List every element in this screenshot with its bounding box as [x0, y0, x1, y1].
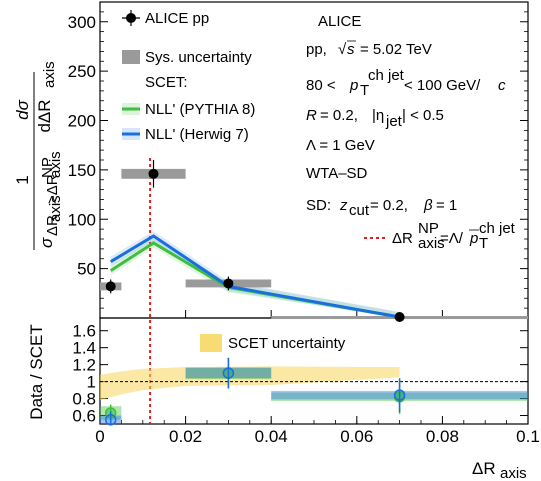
- anno-energy-s: s: [347, 41, 355, 58]
- top-y-tick-label: 300: [68, 13, 96, 32]
- anno-radius: R = 0.2, |η jet | < 0.5: [306, 107, 444, 130]
- np-label-eq: =Λ/: [440, 230, 464, 247]
- anno-radius-R: R: [306, 107, 317, 124]
- ratio-x-tick-label: 0.02: [169, 427, 202, 446]
- ratio-x-tick-label: 0.08: [426, 427, 459, 446]
- y-title-prefix-den-sub2: axis: [47, 195, 64, 222]
- top-y-tick-label: 50: [77, 260, 96, 279]
- y-title-denominator: dΔR: [35, 99, 54, 132]
- ratio-y-tick-label: 1.2: [72, 356, 96, 375]
- y-title-prefix-den-sub3: >ΔR: [44, 174, 61, 204]
- top-y-axis-prefix: 1 σ ΔR axis >ΔR NP axis: [13, 110, 64, 250]
- anno-pt: 80 < p T ch jet < 100 GeV/ c: [306, 67, 506, 99]
- ratio-y-tick-label: 1: [87, 373, 96, 392]
- top-y-tick-label: 200: [68, 112, 96, 131]
- x-axis-title: ΔR axis: [472, 459, 527, 481]
- ratio-legend-label: SCET uncertainty: [228, 335, 346, 352]
- top-y-tick-label: 250: [68, 62, 96, 81]
- legend-pythia-label: NLL' (PYTHIA 8): [145, 101, 255, 118]
- legend: ALICE pp Sys. uncertainty SCET: NLL' (PY…: [122, 10, 255, 143]
- pythia-band: [110, 238, 400, 318]
- y-title-denominator-sub: axis: [41, 61, 58, 88]
- np-label-p: p: [469, 230, 478, 247]
- ratio-herwig-point: [104, 414, 117, 426]
- np-label-sup: NP: [418, 220, 439, 237]
- ratio-y-tick-label: 1.4: [72, 339, 96, 358]
- ratio-y-tick-label: 0.6: [72, 407, 96, 426]
- ratio-x-tick-label: 0: [95, 427, 104, 446]
- anno-sd: SD: z cut = 0.2, β = 1: [306, 197, 457, 219]
- legend-sys-box: [122, 50, 140, 64]
- legend-sys-label: Sys. uncertainty: [145, 49, 252, 66]
- anno-eta-sub: jet: [385, 113, 403, 130]
- top-y-axis-title: dσ dΔR axis: [13, 61, 58, 148]
- ratio-legend-band: [200, 334, 222, 352]
- np-label-p-sub: T: [479, 235, 488, 252]
- anno-pt-left: 80 <: [306, 77, 336, 94]
- anno-lambda: Λ = 1 GeV: [306, 137, 375, 154]
- anno-sd-beta: β: [423, 197, 433, 214]
- y-title-prefix-den-sub: ΔR: [44, 215, 61, 236]
- y-title-prefix: 1: [13, 175, 32, 184]
- y-title-prefix-den: σ: [37, 237, 56, 248]
- anno-sd-prefix: SD:: [306, 197, 331, 214]
- top-y-tick-label: 150: [68, 161, 96, 180]
- y-title-numerator: dσ: [13, 99, 32, 119]
- anno-eta-left: |η: [372, 107, 384, 124]
- legend-alice-label: ALICE pp: [145, 10, 209, 27]
- y-title-prefix-den-sub5: axis: [47, 151, 64, 178]
- ratio-herwig-point: [393, 389, 406, 401]
- top-panel: 50 100 150 200 250 300: [68, 11, 529, 424]
- x-axis-title-main: ΔR: [472, 459, 496, 478]
- ratio-panel: 0.60.811.21.41.6 0 0.02 0.04 0.06 0.08 0.1: [72, 322, 539, 446]
- anno-experiment: ALICE: [318, 13, 361, 30]
- anno-pt-sub: T: [360, 82, 369, 99]
- anno-pt-p: p: [349, 77, 358, 94]
- scet-uncertainty-band: [100, 366, 400, 401]
- legend-alice-marker: [126, 13, 136, 23]
- data-point: [105, 281, 116, 292]
- ratio-x-tick-label: 0.06: [340, 427, 373, 446]
- y-title-prefix-den-sub4: NP: [39, 157, 56, 178]
- anno-energy-value: = 5.02 TeV: [360, 41, 432, 58]
- annotations: ALICE pp, √ s = 5.02 TeV 80 < p T ch jet…: [306, 13, 516, 252]
- ratio-y-axis-title: Data / SCET: [27, 324, 46, 419]
- data-point: [394, 312, 405, 323]
- anno-energy: pp, √ s = 5.02 TeV: [306, 40, 432, 58]
- data-point: [223, 278, 234, 289]
- anno-np-legend: ΔR NP axis =Λ/ p T ch jet: [364, 220, 516, 252]
- anno-sd-z: z: [339, 197, 348, 214]
- ratio-y-tick-label: 0.8: [72, 390, 96, 409]
- anno-wta: WTA–SD: [306, 165, 368, 182]
- data-point: [148, 168, 159, 179]
- herwig-curve: [109, 234, 400, 319]
- top-y-tick-label: 100: [68, 210, 96, 229]
- ratio-y-tick-label: 1.6: [72, 322, 96, 341]
- anno-radius-val: = 0.2,: [320, 107, 358, 124]
- ratio-x-tick-label: 0.04: [255, 427, 288, 446]
- legend-herwig-label: NLL' (Herwig 7): [145, 126, 249, 143]
- anno-pt-sup: ch jet: [368, 67, 405, 84]
- anno-sd-z-sub: cut: [349, 202, 370, 219]
- ratio-herwig-point: [222, 367, 235, 379]
- anno-sd-rest: = 0.2,: [370, 197, 408, 214]
- legend-scet-label: SCET:: [145, 74, 188, 91]
- anno-sd-beta-val: = 1: [436, 197, 457, 214]
- anno-pt-right: < 100 GeV/: [404, 77, 481, 94]
- np-label-sub: axis: [418, 235, 445, 252]
- herwig-band: [110, 231, 400, 318]
- x-axis-title-sub: axis: [500, 465, 527, 481]
- np-label-p-sup: ch jet: [479, 220, 516, 237]
- ratio-legend: SCET uncertainty: [200, 334, 346, 352]
- anno-eta-right: | < 0.5: [402, 107, 444, 124]
- np-label-dR: ΔR: [392, 230, 413, 247]
- anno-pt-c: c: [498, 77, 506, 94]
- anno-energy-prefix: pp,: [306, 41, 327, 58]
- anno-energy-root: √: [338, 41, 347, 58]
- ratio-x-tick-label: 0.1: [516, 427, 540, 446]
